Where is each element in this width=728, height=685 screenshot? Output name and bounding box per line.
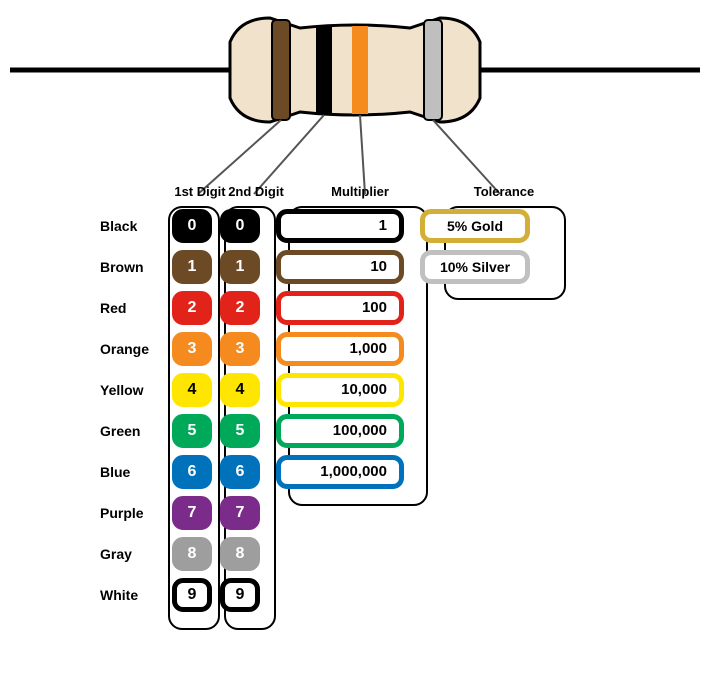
digit1-pill: 9 <box>172 578 212 612</box>
table-row: Brown111010% Silver <box>100 246 564 287</box>
digit1-pill: 1 <box>172 250 212 284</box>
row-label: Orange <box>100 341 172 357</box>
digit2-pill: 7 <box>220 496 260 530</box>
header-multiplier: Multiplier <box>292 184 428 199</box>
tolerance-pill: 10% Silver <box>420 250 530 284</box>
header-tolerance: Tolerance <box>444 184 564 199</box>
digit2-pill: 8 <box>220 537 260 571</box>
row-label: Black <box>100 218 172 234</box>
digit1-pill: 3 <box>172 332 212 366</box>
table-row: Purple77 <box>100 492 564 533</box>
multiplier-pill: 1,000 <box>276 332 404 366</box>
row-label: Purple <box>100 505 172 521</box>
table-row: Green55100,000 <box>100 410 564 451</box>
multiplier-pill: 100,000 <box>276 414 404 448</box>
digit1-pill: 7 <box>172 496 212 530</box>
digit2-pill: 2 <box>220 291 260 325</box>
table-row: Yellow4410,000 <box>100 369 564 410</box>
row-label: White <box>100 587 172 603</box>
header-digit1: 1st Digit <box>172 184 228 199</box>
header-digit2: 2nd Digit <box>228 184 284 199</box>
tolerance-pill: 5% Gold <box>420 209 530 243</box>
digit1-pill: 8 <box>172 537 212 571</box>
table-row: Gray88 <box>100 533 564 574</box>
row-label: Red <box>100 300 172 316</box>
row-label: Brown <box>100 259 172 275</box>
resistor-illustration <box>0 0 728 200</box>
table-row: Orange331,000 <box>100 328 564 369</box>
digit2-pill: 0 <box>220 209 260 243</box>
digit2-pill: 5 <box>220 414 260 448</box>
digit1-pill: 0 <box>172 209 212 243</box>
multiplier-pill: 10 <box>276 250 404 284</box>
digit2-pill: 9 <box>220 578 260 612</box>
digit2-pill: 1 <box>220 250 260 284</box>
table-headers: 1st Digit 2nd Digit Multiplier Tolerance <box>100 184 564 199</box>
digit1-pill: 2 <box>172 291 212 325</box>
color-code-table: 1st Digit 2nd Digit Multiplier Tolerance… <box>100 184 564 615</box>
multiplier-pill: 10,000 <box>276 373 404 407</box>
multiplier-pill: 1,000,000 <box>276 455 404 489</box>
table-row: White99 <box>100 574 564 615</box>
table-row: Blue661,000,000 <box>100 451 564 492</box>
row-label: Yellow <box>100 382 172 398</box>
row-label: Blue <box>100 464 172 480</box>
digit2-pill: 6 <box>220 455 260 489</box>
digit2-pill: 4 <box>220 373 260 407</box>
digit2-pill: 3 <box>220 332 260 366</box>
digit1-pill: 4 <box>172 373 212 407</box>
table-row: Red22100 <box>100 287 564 328</box>
row-label: Green <box>100 423 172 439</box>
diagram-canvas: 1st Digit 2nd Digit Multiplier Tolerance… <box>0 0 728 685</box>
table-row: Black0015% Gold <box>100 205 564 246</box>
digit1-pill: 5 <box>172 414 212 448</box>
multiplier-pill: 100 <box>276 291 404 325</box>
multiplier-pill: 1 <box>276 209 404 243</box>
row-label: Gray <box>100 546 172 562</box>
digit1-pill: 6 <box>172 455 212 489</box>
